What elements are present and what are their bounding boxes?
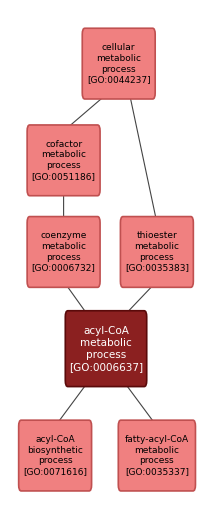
Text: fatty-acyl-CoA
metabolic
process
[GO:0035337]: fatty-acyl-CoA metabolic process [GO:003… (125, 435, 189, 476)
Text: cofactor
metabolic
process
[GO:0051186]: cofactor metabolic process [GO:0051186] (32, 139, 96, 181)
FancyBboxPatch shape (120, 217, 193, 287)
FancyBboxPatch shape (118, 420, 195, 491)
FancyBboxPatch shape (82, 29, 155, 99)
FancyBboxPatch shape (27, 125, 100, 195)
Text: acyl-CoA
biosynthetic
process
[GO:0071616]: acyl-CoA biosynthetic process [GO:007161… (23, 435, 87, 476)
Text: acyl-CoA
metabolic
process
[GO:0006637]: acyl-CoA metabolic process [GO:0006637] (69, 326, 143, 372)
Text: cellular
metabolic
process
[GO:0044237]: cellular metabolic process [GO:0044237] (87, 43, 151, 84)
Text: thioester
metabolic
process
[GO:0035383]: thioester metabolic process [GO:0035383] (125, 231, 189, 273)
FancyBboxPatch shape (27, 217, 100, 287)
Text: coenzyme
metabolic
process
[GO:0006732]: coenzyme metabolic process [GO:0006732] (32, 231, 96, 273)
FancyBboxPatch shape (19, 420, 92, 491)
FancyBboxPatch shape (65, 310, 147, 387)
